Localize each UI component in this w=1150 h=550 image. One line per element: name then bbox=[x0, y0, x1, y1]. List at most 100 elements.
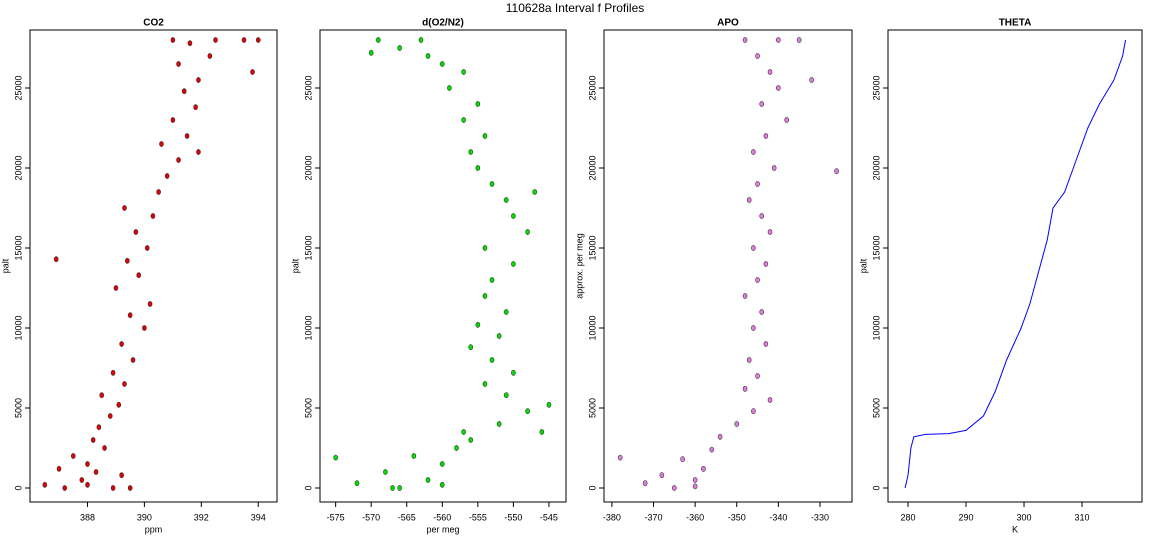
point bbox=[62, 485, 68, 491]
y-tick-label: 15000 bbox=[303, 235, 313, 260]
y-tick-label: 20000 bbox=[587, 155, 597, 180]
point bbox=[133, 229, 139, 235]
point bbox=[184, 133, 190, 139]
y-tick-label: 5000 bbox=[587, 398, 597, 418]
y-tick-label: 10000 bbox=[871, 315, 881, 340]
point bbox=[383, 469, 388, 475]
point bbox=[181, 88, 187, 95]
point bbox=[776, 37, 781, 43]
y-tick-label: 25000 bbox=[587, 75, 597, 100]
plot-frame bbox=[319, 29, 567, 503]
point bbox=[142, 325, 147, 331]
point bbox=[241, 37, 247, 43]
point bbox=[127, 312, 133, 319]
plot-frame bbox=[29, 29, 278, 503]
point bbox=[503, 197, 509, 203]
point bbox=[709, 446, 715, 453]
point bbox=[475, 101, 481, 107]
y-tick-label: 20000 bbox=[871, 155, 881, 180]
point bbox=[468, 149, 474, 155]
x-tick-label: 388 bbox=[80, 512, 95, 522]
point bbox=[110, 485, 116, 491]
x-tick-label: -560 bbox=[433, 512, 451, 522]
y-axis-label: palt bbox=[290, 258, 300, 273]
point bbox=[672, 485, 677, 491]
point bbox=[759, 213, 765, 219]
point bbox=[333, 454, 338, 461]
point bbox=[771, 165, 777, 171]
y-tick-label: 25000 bbox=[303, 75, 313, 100]
x-axis-label: per meg bbox=[426, 524, 459, 534]
point bbox=[734, 421, 740, 427]
y-tick-label: 5000 bbox=[871, 398, 881, 418]
point bbox=[742, 385, 748, 392]
point bbox=[376, 37, 381, 43]
point bbox=[763, 341, 769, 347]
point bbox=[354, 480, 360, 487]
y-tick-label: 5000 bbox=[13, 398, 23, 418]
point bbox=[489, 357, 495, 363]
point bbox=[79, 477, 85, 483]
x-tick-label: -360 bbox=[686, 512, 704, 522]
point bbox=[776, 85, 781, 91]
point bbox=[130, 357, 136, 363]
point bbox=[482, 133, 488, 139]
point bbox=[755, 181, 760, 187]
point bbox=[122, 381, 127, 387]
point bbox=[539, 429, 545, 435]
point bbox=[156, 189, 161, 195]
point bbox=[742, 37, 748, 43]
point bbox=[42, 481, 48, 488]
point bbox=[759, 309, 765, 315]
y-tick-label: 0 bbox=[871, 485, 881, 490]
point bbox=[692, 477, 698, 483]
point bbox=[525, 408, 530, 415]
point bbox=[496, 333, 502, 339]
point bbox=[511, 261, 516, 267]
plot-frame bbox=[887, 29, 1143, 503]
point bbox=[368, 49, 374, 56]
panel-title: THETA bbox=[999, 18, 1032, 29]
point bbox=[127, 485, 133, 491]
point bbox=[763, 133, 769, 139]
x-tick-label: -350 bbox=[728, 512, 746, 522]
point bbox=[751, 408, 756, 415]
point bbox=[642, 480, 648, 487]
point bbox=[461, 429, 466, 435]
point bbox=[53, 256, 59, 263]
y-tick-label: 0 bbox=[13, 485, 23, 490]
panel-title: CO2 bbox=[143, 18, 164, 29]
point bbox=[468, 437, 474, 443]
point bbox=[475, 321, 481, 328]
point bbox=[85, 481, 90, 488]
x-tick-label: -575 bbox=[327, 512, 345, 522]
point bbox=[489, 277, 495, 283]
point bbox=[759, 101, 765, 107]
point bbox=[511, 213, 516, 219]
y-tick-label: 15000 bbox=[871, 235, 881, 260]
point bbox=[454, 445, 459, 451]
point bbox=[196, 149, 201, 155]
point bbox=[255, 37, 261, 43]
point bbox=[546, 401, 552, 408]
panel-title: d(O2/N2) bbox=[422, 18, 464, 29]
y-tick-label: 5000 bbox=[303, 398, 313, 418]
x-tick-label: -380 bbox=[603, 512, 621, 522]
point bbox=[742, 293, 748, 299]
point bbox=[532, 189, 538, 195]
x-tick-label: 390 bbox=[137, 512, 152, 522]
x-tick-label: -330 bbox=[811, 512, 829, 522]
point bbox=[144, 245, 150, 251]
point bbox=[119, 472, 124, 479]
point bbox=[159, 141, 164, 147]
point bbox=[250, 69, 255, 75]
point bbox=[767, 69, 773, 75]
point bbox=[489, 181, 495, 187]
point bbox=[93, 469, 99, 475]
point bbox=[475, 165, 481, 171]
point bbox=[439, 481, 445, 488]
x-tick-label: 280 bbox=[900, 512, 915, 522]
y-tick-label: 20000 bbox=[303, 155, 313, 180]
point bbox=[187, 40, 193, 47]
x-axis-label: K bbox=[1012, 524, 1018, 534]
